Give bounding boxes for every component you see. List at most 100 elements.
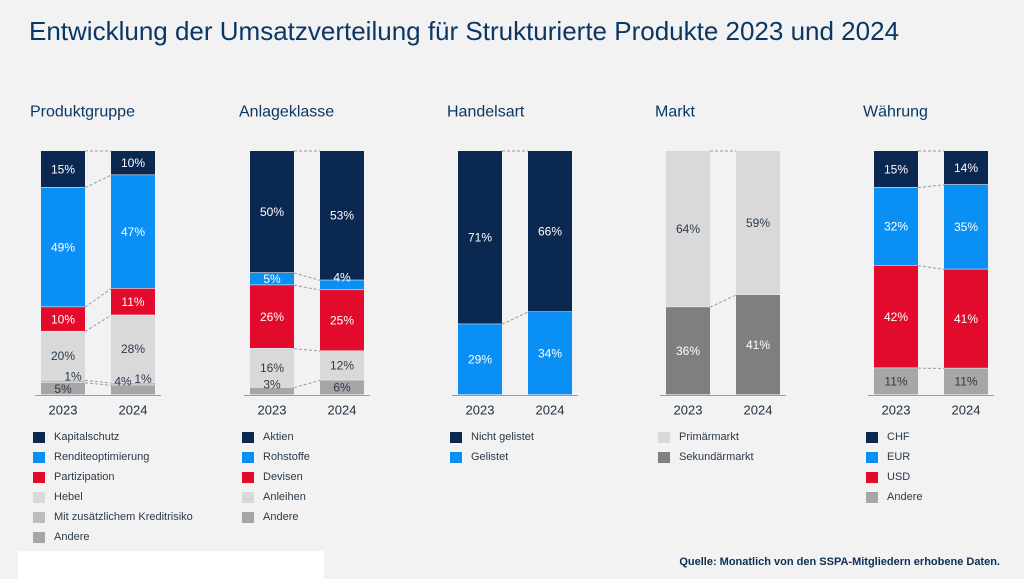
value-label-0-1-0: 10% bbox=[121, 156, 145, 170]
bar-segment-1-1-4 bbox=[320, 380, 364, 395]
legend-label-4-3: Andere bbox=[887, 491, 922, 503]
bar-segment-0-1-1 bbox=[111, 175, 155, 289]
bar-segment-0-1-5 bbox=[111, 385, 155, 395]
bar-segment-4-1-2 bbox=[944, 269, 988, 368]
connector-line-2-1 bbox=[501, 311, 529, 325]
value-label-1-1-0: 53% bbox=[330, 209, 354, 223]
year-label-1-1: 2024 bbox=[328, 403, 357, 418]
legend-swatch-4-1 bbox=[866, 452, 878, 463]
connector-line-0-2 bbox=[84, 288, 112, 308]
value-label-0-0-5: 5% bbox=[54, 382, 72, 396]
legend-label-0-0: Kapitalschutz bbox=[54, 431, 119, 443]
panel-title-1: Anlageklasse bbox=[239, 104, 334, 121]
legend-label-0-4: Mit zusätzlichem Kreditrisiko bbox=[54, 511, 193, 523]
footer-white-box bbox=[18, 551, 324, 579]
year-label-2-0: 2023 bbox=[466, 403, 495, 418]
bar-segment-1-0-1 bbox=[250, 273, 294, 285]
connector-line-0-4 bbox=[84, 379, 112, 384]
bar-segment-2-0-1 bbox=[458, 324, 502, 395]
legend-swatch-4-0 bbox=[866, 432, 878, 443]
value-label-0-1-5: 4% bbox=[114, 374, 132, 388]
legend-label-1-4: Andere bbox=[263, 511, 298, 523]
legend-label-0-3: Hebel bbox=[54, 491, 83, 503]
panel-title-0: Produktgruppe bbox=[30, 104, 135, 121]
bar-segment-1-1-1 bbox=[320, 280, 364, 290]
value-label-4-0-2: 42% bbox=[884, 310, 908, 324]
connector-line-1-1 bbox=[293, 272, 321, 281]
bar-segment-0-1-4 bbox=[111, 382, 155, 385]
bar-segment-4-1-0 bbox=[944, 151, 988, 185]
value-label-0-0-4: 1% bbox=[64, 369, 82, 383]
bar-segment-3-1-0 bbox=[736, 151, 780, 295]
legend-swatch-0-3 bbox=[33, 492, 45, 503]
bar-segment-2-1-0 bbox=[528, 151, 572, 312]
year-label-2-1: 2024 bbox=[536, 403, 565, 418]
panel-title-2: Handelsart bbox=[447, 104, 525, 121]
year-label-0-1: 2024 bbox=[119, 403, 148, 418]
legend-swatch-1-1 bbox=[242, 452, 254, 463]
value-label-4-0-0: 15% bbox=[884, 162, 908, 176]
value-label-0-1-1: 47% bbox=[121, 225, 145, 239]
year-label-3-0: 2023 bbox=[674, 403, 703, 418]
value-label-0-1-4: 1% bbox=[134, 372, 152, 386]
connector-line-1-4 bbox=[293, 379, 321, 389]
value-label-0-0-3: 20% bbox=[51, 349, 75, 363]
legend-label-0-5: Andere bbox=[54, 531, 89, 543]
value-label-2-0-0: 71% bbox=[468, 231, 492, 245]
value-label-0-1-2: 11% bbox=[121, 295, 144, 309]
value-label-2-0-1: 29% bbox=[468, 353, 492, 367]
legend-swatch-1-2 bbox=[242, 472, 254, 483]
bar-segment-4-0-3 bbox=[874, 368, 918, 395]
legend-swatch-4-2 bbox=[866, 472, 878, 483]
year-label-3-1: 2024 bbox=[744, 403, 773, 418]
connector-line-1-2 bbox=[293, 284, 321, 291]
bar-segment-0-1-3 bbox=[111, 315, 155, 383]
bar-segment-0-0-4 bbox=[41, 380, 85, 383]
bar-segment-3-0-1 bbox=[666, 307, 710, 395]
value-label-3-0-1: 36% bbox=[676, 344, 700, 358]
value-label-2-1-0: 66% bbox=[538, 225, 562, 239]
bar-segment-0-0-2 bbox=[41, 307, 85, 331]
connector-line-4-2 bbox=[917, 265, 945, 270]
legend-swatch-0-2 bbox=[33, 472, 45, 483]
bar-segment-1-0-0 bbox=[250, 151, 294, 273]
bar-segment-0-0-5 bbox=[41, 382, 85, 395]
value-label-0-0-2: 10% bbox=[51, 312, 75, 326]
connector-line-0-5 bbox=[84, 382, 112, 386]
legend-label-1-0: Aktien bbox=[263, 431, 294, 443]
legend-swatch-1-4 bbox=[242, 512, 254, 523]
legend-label-0-2: Partizipation bbox=[54, 471, 115, 483]
legend-label-0-1: Renditeoptimierung bbox=[54, 451, 149, 463]
value-label-4-0-1: 32% bbox=[884, 220, 908, 234]
year-label-4-1: 2024 bbox=[952, 403, 981, 418]
value-label-1-1-3: 12% bbox=[330, 359, 354, 373]
legend-swatch-0-4 bbox=[33, 512, 45, 523]
legend-swatch-2-1 bbox=[450, 452, 462, 463]
legend-label-3-0: Primärmarkt bbox=[679, 431, 739, 443]
bar-segment-4-1-3 bbox=[944, 368, 988, 395]
bar-segment-1-1-2 bbox=[320, 290, 364, 351]
legend-label-3-1: Sekundärmarkt bbox=[679, 451, 754, 463]
value-label-1-1-2: 25% bbox=[330, 314, 354, 328]
value-label-3-0-0: 64% bbox=[676, 222, 700, 236]
bar-segment-4-0-1 bbox=[874, 187, 918, 266]
panel-title-3: Markt bbox=[655, 104, 696, 121]
value-label-3-1-1: 41% bbox=[746, 338, 770, 352]
value-label-3-1-0: 59% bbox=[746, 216, 770, 230]
bar-segment-4-0-0 bbox=[874, 151, 918, 187]
legend-swatch-1-3 bbox=[242, 492, 254, 503]
legend-label-1-3: Anleihen bbox=[263, 491, 306, 503]
legend-swatch-2-0 bbox=[450, 432, 462, 443]
value-label-1-0-2: 26% bbox=[260, 310, 284, 324]
bar-segment-1-0-2 bbox=[250, 285, 294, 349]
source-note: Quelle: Monatlich von den SSPA-Mitgliede… bbox=[679, 556, 1000, 568]
year-label-4-0: 2023 bbox=[882, 403, 911, 418]
legend-label-4-1: EUR bbox=[887, 451, 910, 463]
bar-segment-1-0-4 bbox=[250, 387, 294, 395]
value-label-1-0-1: 5% bbox=[263, 272, 281, 286]
value-label-2-1-1: 34% bbox=[538, 347, 562, 361]
legend-swatch-0-5 bbox=[33, 532, 45, 543]
bar-segment-0-0-3 bbox=[41, 331, 85, 380]
connector-line-0-1 bbox=[84, 174, 112, 189]
legend-label-1-2: Devisen bbox=[263, 471, 303, 483]
